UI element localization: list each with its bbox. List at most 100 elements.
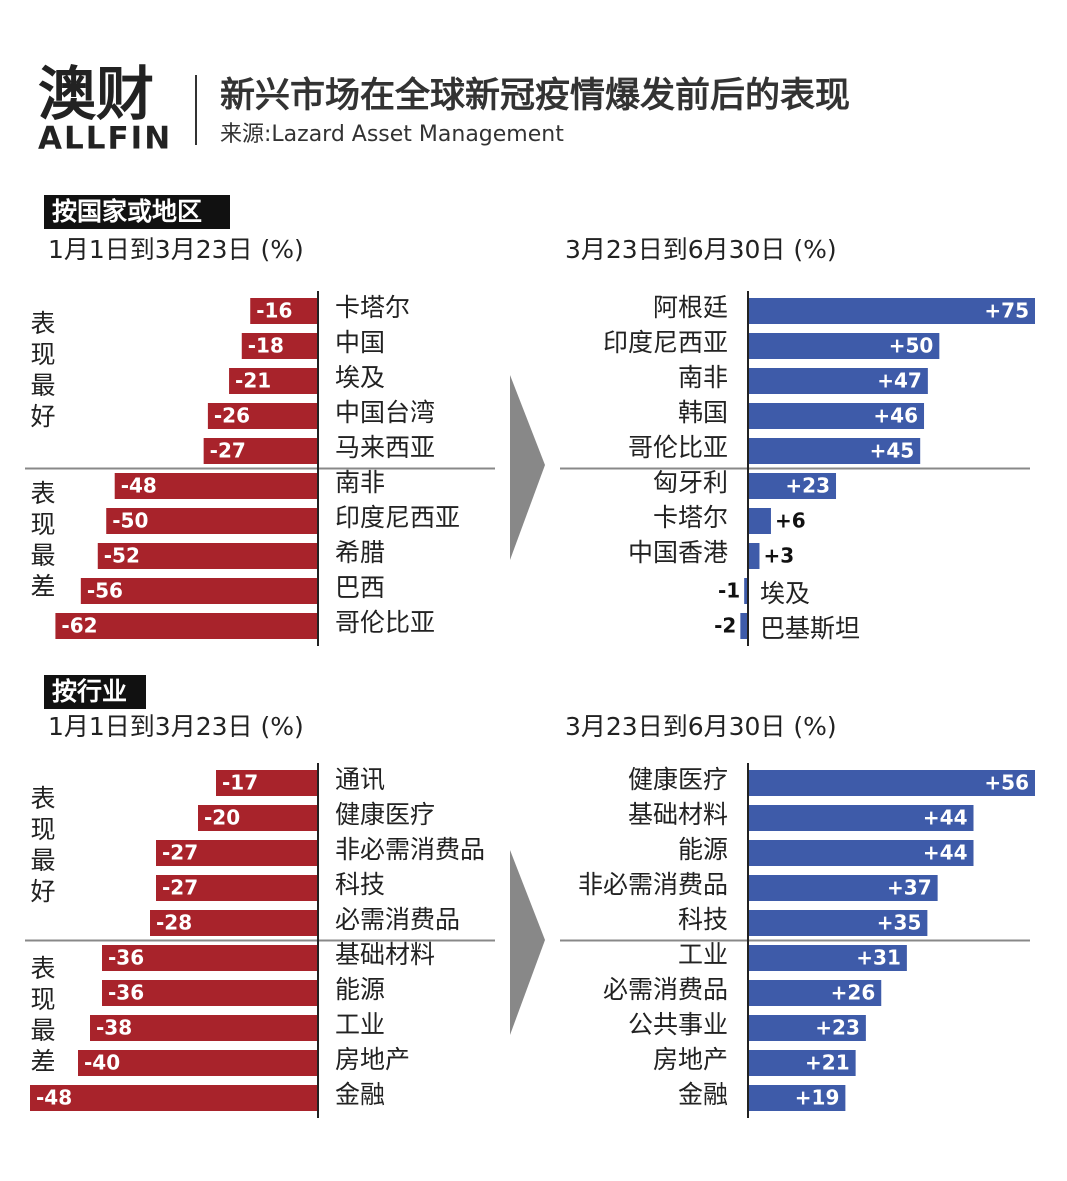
- value-label: -62: [61, 614, 97, 638]
- bar: [748, 438, 921, 464]
- value-label: +19: [795, 1086, 840, 1110]
- bar: [748, 945, 907, 971]
- subtitle: 1月1日到3月23日 (%): [48, 712, 304, 741]
- value-label: -36: [108, 946, 144, 970]
- bar: [216, 770, 318, 796]
- bar: [748, 1085, 846, 1111]
- category-label: 印度尼西亚: [335, 503, 460, 532]
- value-label: -27: [162, 876, 198, 900]
- value-label: +26: [831, 981, 876, 1005]
- bar: [748, 473, 837, 499]
- category-label: 卡塔尔: [653, 503, 728, 532]
- value-label: -38: [96, 1016, 132, 1040]
- value-label: -16: [256, 299, 292, 323]
- value-label: +23: [815, 1016, 860, 1040]
- bar: [748, 403, 925, 429]
- brand-en: ALLFIN: [38, 121, 172, 157]
- category-label: 公共事业: [628, 1010, 728, 1039]
- category-label: 南非: [678, 363, 728, 392]
- subtitle: 3月23日到6月30日 (%): [565, 712, 837, 741]
- category-label: 哥伦比亚: [335, 608, 435, 637]
- category-label: 马来西亚: [335, 433, 435, 462]
- bar: [748, 368, 928, 394]
- bar: [198, 805, 318, 831]
- value-label: -20: [204, 806, 240, 830]
- value-label: +50: [889, 334, 934, 358]
- value-label: -1: [718, 579, 740, 603]
- value-label: -27: [210, 439, 246, 463]
- value-label: -48: [121, 474, 157, 498]
- category-label: 埃及: [335, 363, 385, 392]
- category-label: 中国台湾: [335, 398, 435, 427]
- category-label: 工业: [678, 940, 728, 969]
- bar: [55, 613, 318, 639]
- category-label: 金融: [678, 1080, 728, 1109]
- bar: [156, 875, 318, 901]
- category-label: 韩国: [678, 398, 728, 427]
- bar: [156, 840, 318, 866]
- group-label: 表现最好: [27, 785, 56, 909]
- group-label: 表现最差: [27, 480, 56, 604]
- bar: [748, 980, 882, 1006]
- bar: [748, 770, 1035, 796]
- arrow: [510, 850, 545, 1035]
- value-label: +47: [877, 369, 922, 393]
- bar: [114, 473, 319, 499]
- category-label: 能源: [335, 975, 385, 1004]
- bar: [203, 438, 318, 464]
- category-label: 科技: [335, 870, 385, 899]
- bar: [748, 840, 974, 866]
- value-label: +21: [805, 1051, 850, 1075]
- category-label: 基础材料: [628, 800, 728, 829]
- value-label: -27: [162, 841, 198, 865]
- value-label: +44: [923, 841, 968, 865]
- value-label: -17: [222, 771, 258, 795]
- value-label: +75: [984, 299, 1029, 323]
- arrow: [510, 375, 545, 560]
- value-label: -36: [108, 981, 144, 1005]
- category-label: 能源: [678, 835, 728, 864]
- subtitle: 3月23日到6月30日 (%): [565, 235, 837, 264]
- category-label: 中国香港: [628, 538, 728, 567]
- value-label: +23: [785, 474, 830, 498]
- section-title: 按国家或地区: [52, 197, 202, 226]
- category-label: 基础材料: [335, 940, 435, 969]
- category-label: 哥伦比亚: [628, 433, 728, 462]
- category-label: 南非: [335, 468, 385, 497]
- bar: [748, 333, 940, 359]
- value-label: +35: [877, 911, 922, 935]
- category-label: 房地产: [335, 1045, 410, 1074]
- section-title: 按行业: [52, 677, 127, 706]
- bar: [241, 333, 318, 359]
- category-label: 必需消费品: [335, 905, 460, 934]
- value-label: +44: [923, 806, 968, 830]
- category-label: 通讯: [335, 765, 385, 794]
- bar: [748, 298, 1035, 324]
- value-label: -26: [214, 404, 250, 428]
- category-label: 印度尼西亚: [603, 328, 728, 357]
- value-label: -48: [36, 1086, 72, 1110]
- group-label: 表现最好: [27, 310, 56, 434]
- value-label: -50: [112, 509, 148, 533]
- group-label: 表现最差: [27, 955, 56, 1079]
- category-label: 科技: [678, 905, 728, 934]
- bar: [748, 1050, 856, 1076]
- category-label: 非必需消费品: [335, 835, 485, 864]
- category-label: 金融: [335, 1080, 385, 1109]
- value-label: +31: [856, 946, 901, 970]
- value-label: -28: [156, 911, 192, 935]
- bar: [90, 1015, 318, 1041]
- category-label: 工业: [335, 1010, 385, 1039]
- bar: [250, 298, 318, 324]
- bar: [80, 578, 318, 604]
- category-label: 健康医疗: [335, 800, 435, 829]
- bar: [102, 980, 318, 1006]
- value-label: +37: [887, 876, 932, 900]
- bar: [106, 508, 318, 534]
- category-label: 健康医疗: [628, 765, 728, 794]
- bar: [744, 578, 748, 604]
- bar: [748, 1015, 866, 1041]
- bar: [30, 1085, 318, 1111]
- value-label: +56: [984, 771, 1029, 795]
